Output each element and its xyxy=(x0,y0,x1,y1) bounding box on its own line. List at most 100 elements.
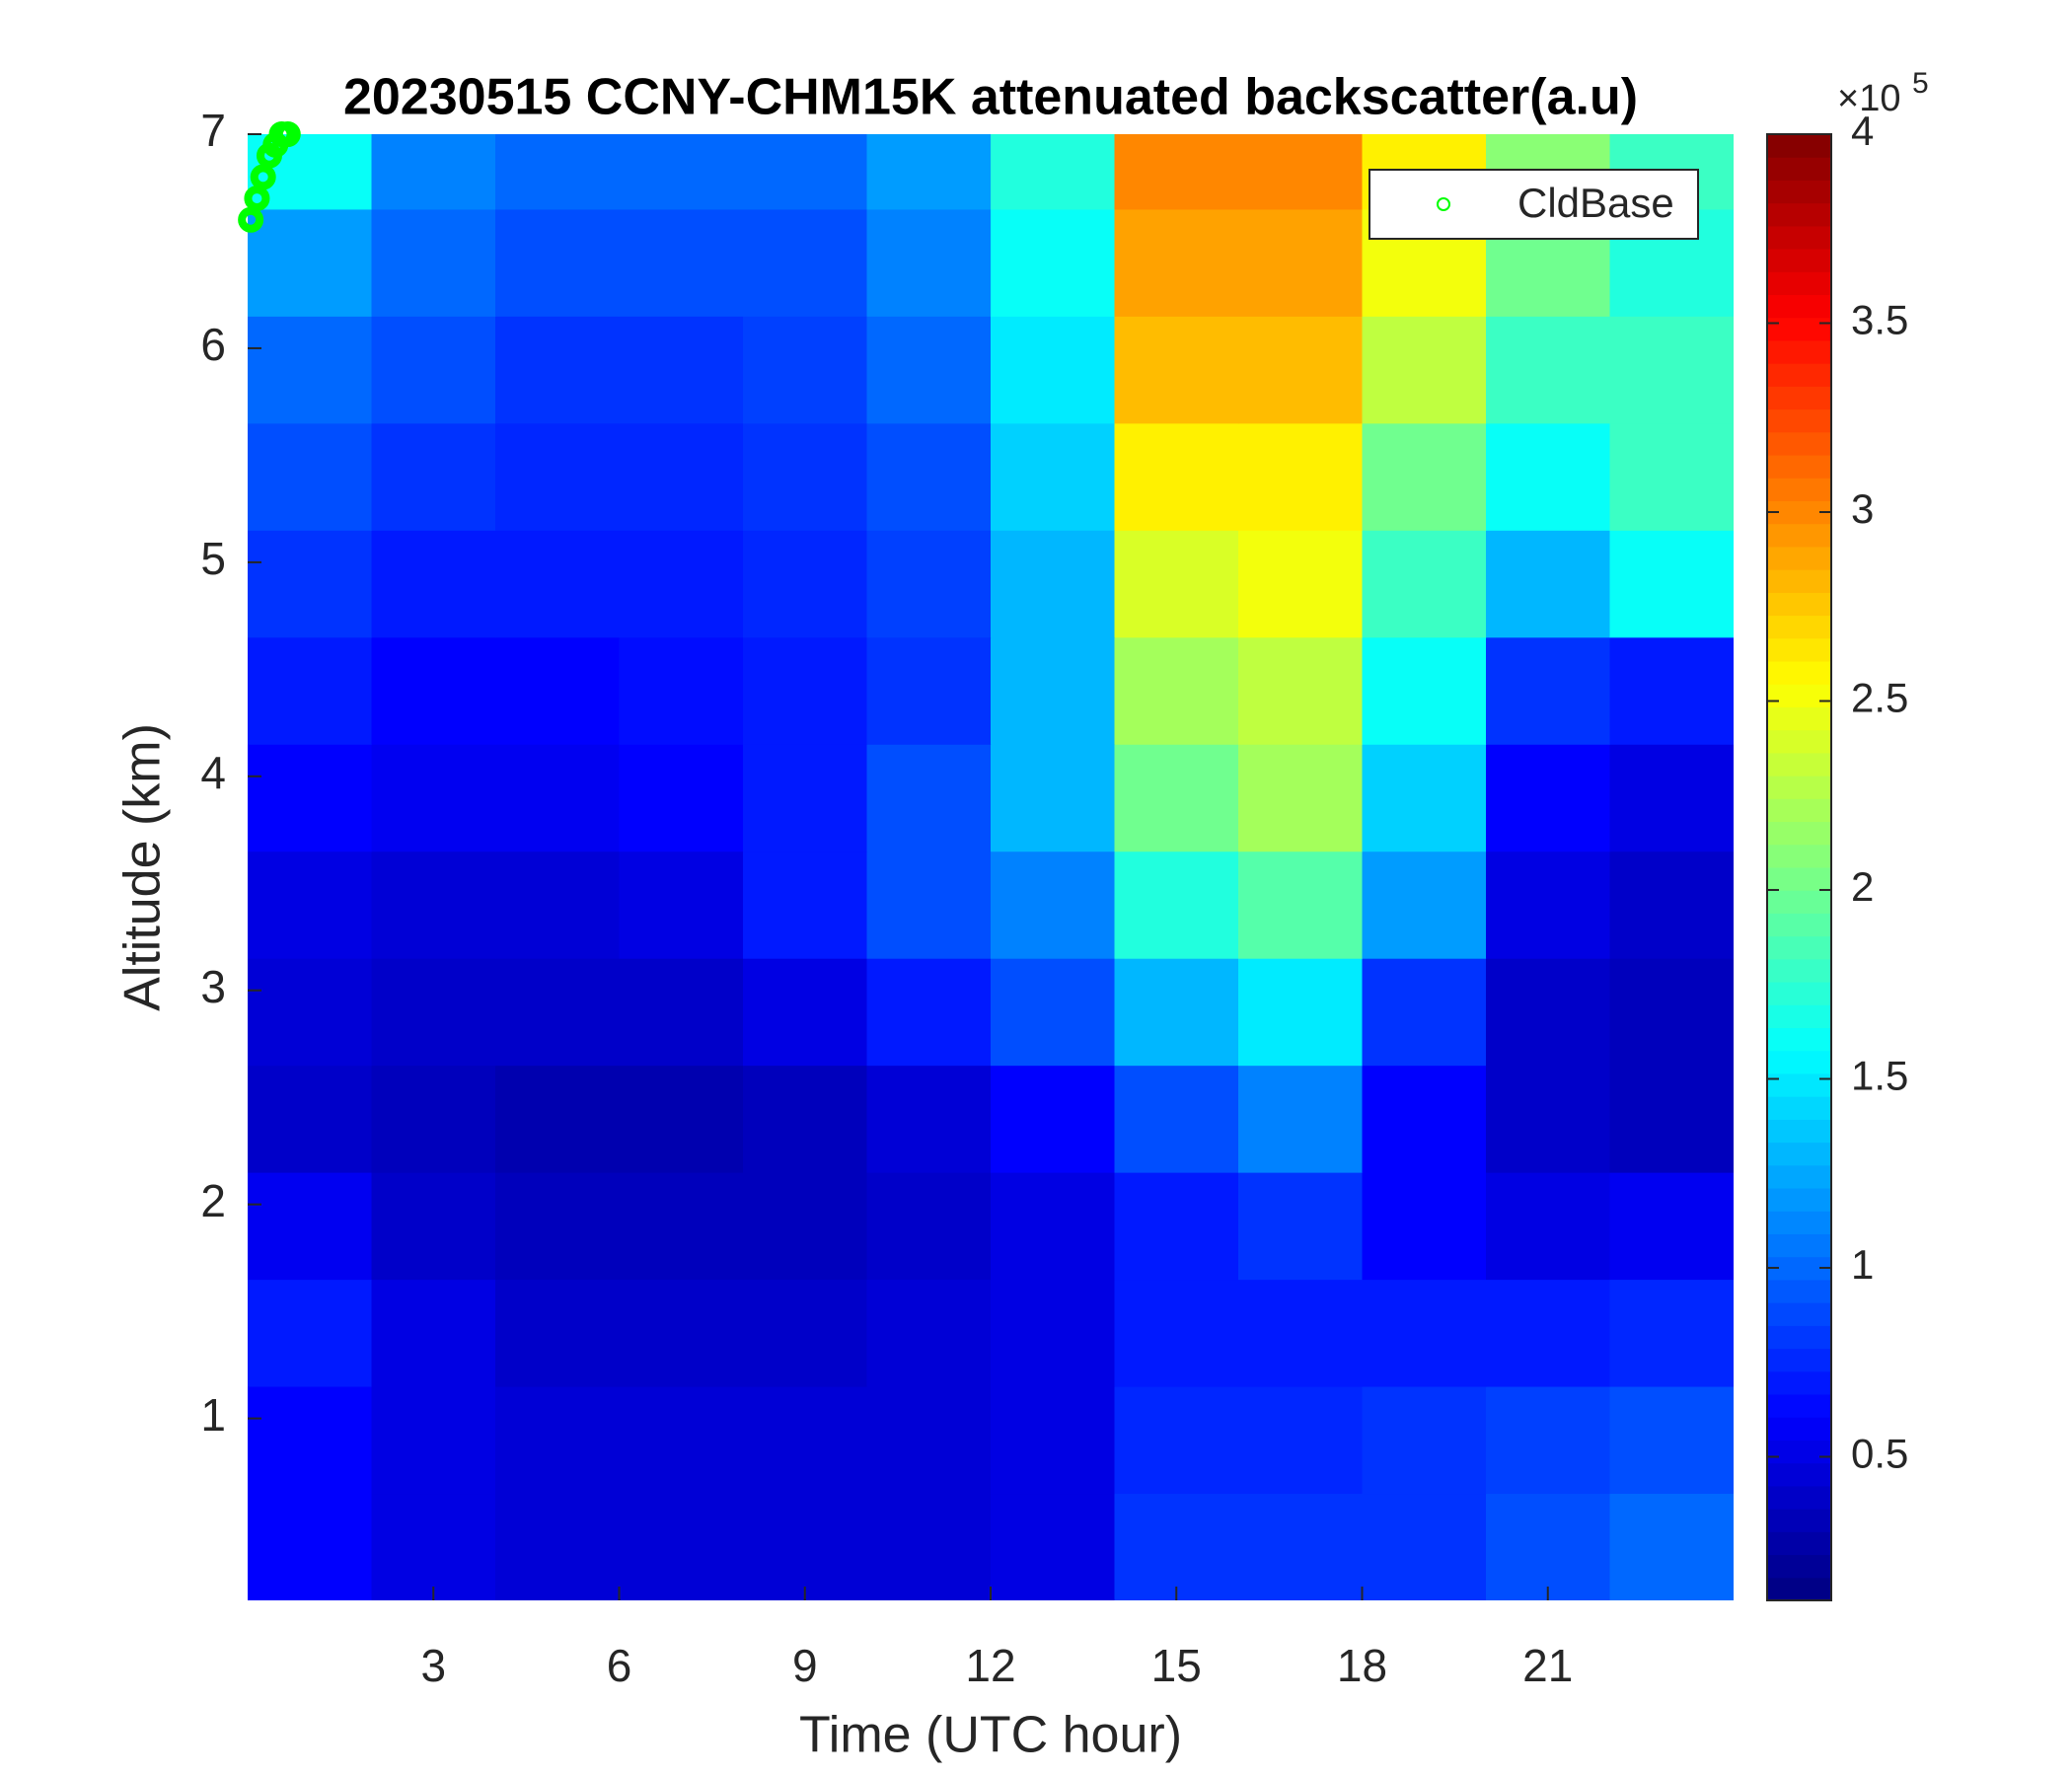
heatmap-cell xyxy=(743,958,867,1067)
y-tick-label: 6 xyxy=(200,319,226,370)
heatmap-cell xyxy=(1362,744,1487,852)
heatmap-cell xyxy=(248,530,372,638)
heatmap-cell xyxy=(866,208,992,317)
heatmap-cell xyxy=(371,636,496,745)
colorbar-swatch xyxy=(1767,1348,1831,1372)
heatmap-cell xyxy=(1486,316,1610,424)
colorbar-swatch xyxy=(1767,294,1831,319)
heatmap-cell xyxy=(1238,1493,1363,1600)
heatmap-cell xyxy=(1609,316,1734,424)
legend-label: CldBase xyxy=(1517,180,1674,226)
heatmap-cell xyxy=(371,1172,496,1281)
heatmap-cell xyxy=(1486,744,1610,852)
colorbar-tick-label: 0.5 xyxy=(1851,1431,1908,1477)
colorbar-swatch xyxy=(1767,478,1831,501)
heatmap-cell xyxy=(991,422,1115,531)
heatmap-cell xyxy=(1486,851,1610,959)
heatmap-cell xyxy=(1609,1065,1734,1173)
x-tick-label: 21 xyxy=(1522,1640,1573,1691)
heatmap-cell xyxy=(495,1493,620,1600)
heatmap-cell xyxy=(495,851,620,959)
heatmap-cell xyxy=(1238,208,1363,317)
heatmap-cell xyxy=(371,134,496,210)
heatmap-cell xyxy=(619,530,744,638)
y-tick-label: 1 xyxy=(200,1389,226,1441)
heatmap-cell xyxy=(1609,1493,1734,1600)
heatmap-cell xyxy=(371,422,496,531)
heatmap-cell xyxy=(743,744,867,852)
heatmap-cell xyxy=(248,1386,372,1495)
colorbar-tick-label: 4 xyxy=(1851,108,1874,154)
y-tick-label: 4 xyxy=(200,747,226,798)
colorbar-swatch xyxy=(1767,523,1831,548)
colorbar-swatch xyxy=(1767,982,1831,1005)
colorbar-swatch xyxy=(1767,798,1831,823)
heatmap-cell xyxy=(1238,958,1363,1067)
legend-marker xyxy=(1437,197,1450,211)
heatmap-cell xyxy=(495,1386,620,1495)
colorbar-swatch xyxy=(1767,408,1831,433)
colorbar-swatch xyxy=(1767,1394,1831,1418)
cloud-base-point xyxy=(244,185,270,212)
colorbar-swatch xyxy=(1767,706,1831,731)
colorbar-swatch xyxy=(1767,1211,1831,1234)
heatmap-cell xyxy=(1238,636,1363,745)
heatmap-cell xyxy=(743,1172,867,1281)
heatmap-cell xyxy=(1114,1065,1239,1173)
colorbar-swatch xyxy=(1767,637,1831,662)
colorbar-swatch xyxy=(1767,546,1831,570)
colorbar-tick-label: 1.5 xyxy=(1851,1053,1908,1099)
colorbar-swatch xyxy=(1767,1370,1831,1395)
heatmap-cell xyxy=(1486,1172,1610,1281)
colorbar-swatch xyxy=(1767,317,1831,341)
heatmap-cell xyxy=(1362,1493,1487,1600)
heatmap-cell xyxy=(248,1493,372,1600)
heatmap-cell xyxy=(991,134,1115,210)
heatmap-cell xyxy=(619,744,744,852)
colorbar-swatch xyxy=(1767,271,1831,296)
heatmap-cell xyxy=(866,422,992,531)
heatmap-cell xyxy=(495,422,620,531)
heatmap-cell xyxy=(619,958,744,1067)
colorbar-swatch xyxy=(1767,202,1831,227)
heatmap-cell xyxy=(991,1172,1115,1281)
x-tick-label: 9 xyxy=(792,1640,818,1691)
colorbar-swatch xyxy=(1767,339,1831,364)
heatmap-cell xyxy=(1238,422,1363,531)
heatmap-cell xyxy=(743,530,867,638)
heatmap-cell xyxy=(1114,744,1239,852)
heatmap-cell xyxy=(866,958,992,1067)
colorbar-swatch xyxy=(1767,1142,1831,1166)
heatmap-cell xyxy=(991,316,1115,424)
heatmap-cell xyxy=(991,744,1115,852)
heatmap-cell xyxy=(248,1172,372,1281)
colorbar-swatch xyxy=(1767,1279,1831,1303)
colorbar-swatch xyxy=(1767,500,1831,525)
heatmap-cell xyxy=(1362,1172,1487,1281)
cloud-base-point xyxy=(250,164,276,190)
heatmap-cell xyxy=(1486,1493,1610,1600)
colorbar-swatch xyxy=(1767,592,1831,617)
heatmap-cell xyxy=(1362,958,1487,1067)
colorbar-tick-label: 3 xyxy=(1851,485,1874,532)
heatmap-cell xyxy=(1486,958,1610,1067)
heatmap-cell xyxy=(248,958,372,1067)
heatmap-cell xyxy=(248,1065,372,1173)
heatmap-cell xyxy=(1609,851,1734,959)
colorbar-swatch xyxy=(1767,913,1831,937)
heatmap-cell xyxy=(1362,1279,1487,1387)
y-axis-label: Altitude (km) xyxy=(114,723,172,1011)
heatmap-cell xyxy=(866,1493,992,1600)
heatmap-cell xyxy=(743,851,867,959)
heatmap-cell xyxy=(1362,530,1487,638)
heatmap-cell xyxy=(371,316,496,424)
heatmap-cell xyxy=(1238,316,1363,424)
heatmap-cell xyxy=(866,744,992,852)
heatmap-cell xyxy=(1238,530,1363,638)
colorbar-swatch xyxy=(1767,752,1831,777)
colorbar-swatch xyxy=(1767,1577,1831,1601)
heatmap-cell xyxy=(371,958,496,1067)
heatmap-cell xyxy=(991,530,1115,638)
heatmap-cell xyxy=(248,316,372,424)
